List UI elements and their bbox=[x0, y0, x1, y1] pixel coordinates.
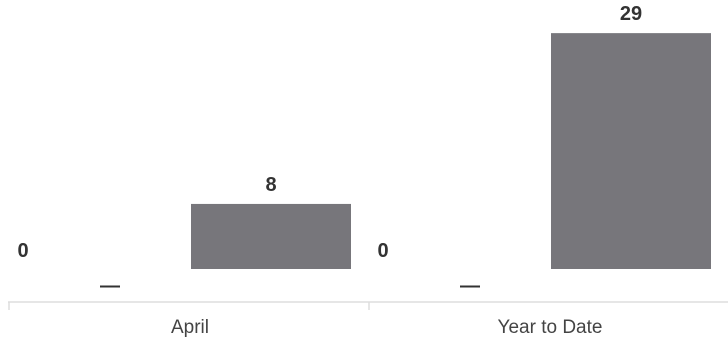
category-labels: April Year to Date bbox=[171, 317, 602, 338]
zero-value-marker: — bbox=[460, 275, 480, 297]
chart-marks: — 0 8 — 0 29 bbox=[17, 3, 711, 297]
bar bbox=[551, 33, 711, 270]
bar-value-label: 8 bbox=[265, 174, 276, 196]
bar-value-label: 0 bbox=[377, 240, 388, 262]
bar-value-label: 29 bbox=[620, 3, 642, 25]
bar-value-label: 0 bbox=[17, 240, 28, 262]
category-label: April bbox=[171, 317, 209, 338]
zero-value-marker: — bbox=[100, 275, 120, 297]
category-label: Year to Date bbox=[498, 317, 603, 338]
bar bbox=[191, 203, 351, 269]
